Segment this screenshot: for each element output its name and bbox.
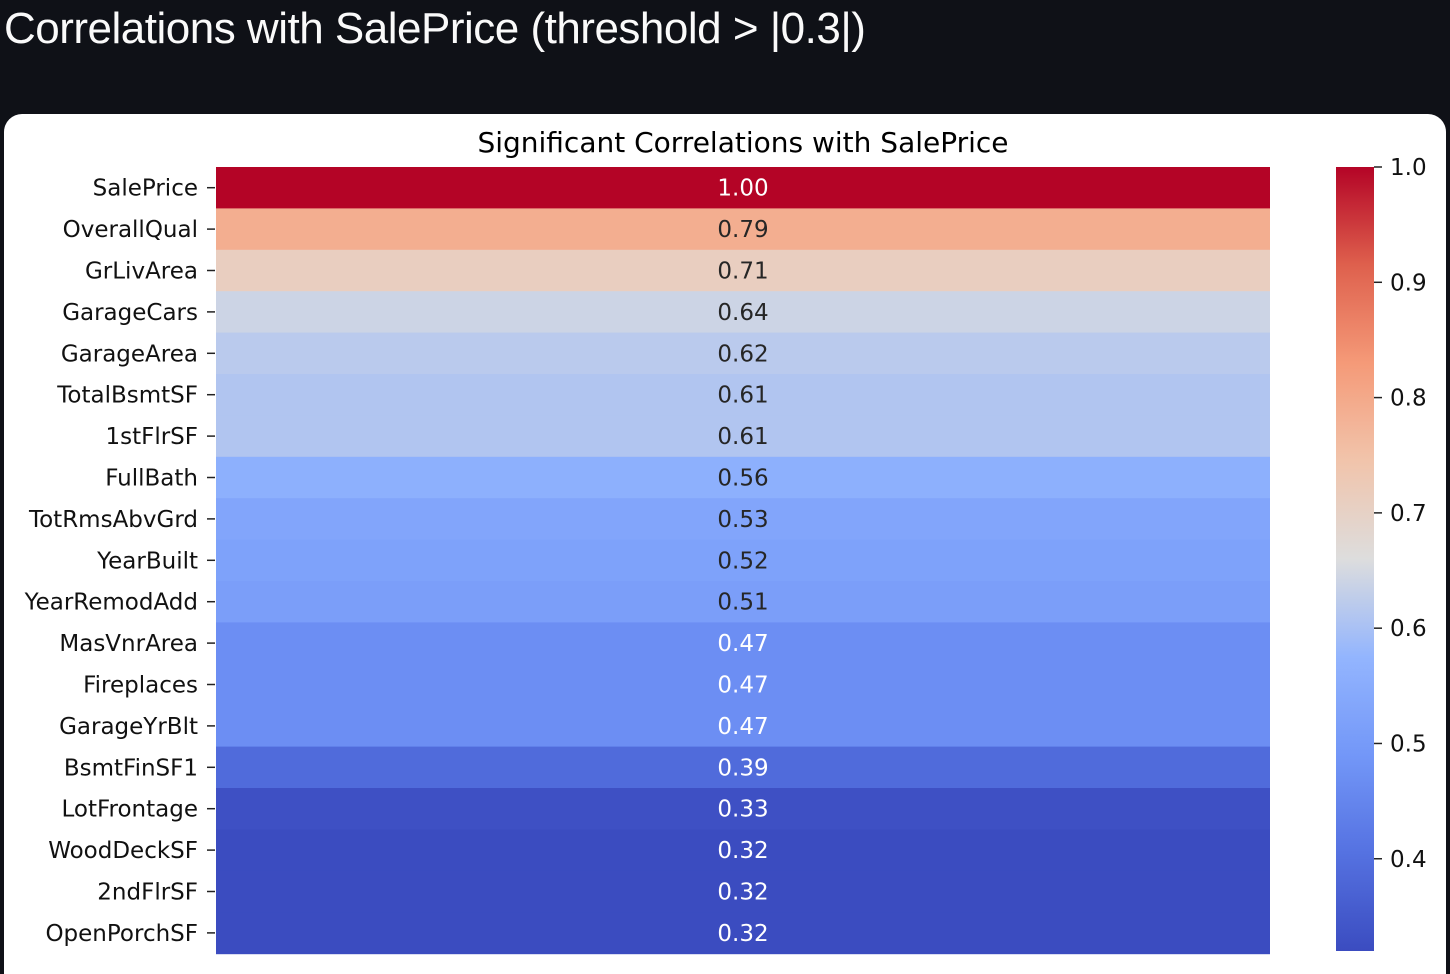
colorbar-tick-label: 0.8	[1390, 386, 1427, 412]
cell-value-label: 0.39	[717, 755, 768, 781]
heatmap-cell-TotRmsAbvGrd	[216, 498, 1270, 541]
colorbar-tick-label: 0.5	[1390, 731, 1427, 757]
y-tick-label: GarageCars	[62, 300, 198, 326]
cell-value-label: 0.71	[717, 259, 768, 285]
cell-value-label: 0.32	[717, 838, 768, 864]
cell-value-label: 0.61	[717, 383, 768, 409]
heatmap-cell-OpenPorchSF	[216, 912, 1270, 955]
y-tick-label: BsmtFinSF1	[64, 755, 198, 781]
cell-value-label: 0.53	[717, 507, 768, 533]
y-tick-label: MasVnrArea	[59, 631, 198, 657]
heatmap-chart: Significant Correlations with SalePrice …	[24, 126, 1427, 955]
cell-value-label: 0.64	[717, 300, 768, 326]
page-title: Correlations with SalePrice (threshold >…	[4, 4, 866, 53]
cell-value-label: 0.47	[717, 673, 768, 699]
colorbar-tick-label: 1.0	[1390, 155, 1427, 181]
heatmap-cell-YearBuilt	[216, 539, 1270, 582]
y-tick-label: WoodDeckSF	[48, 838, 198, 864]
cell-value-label: 0.47	[717, 631, 768, 657]
heatmap-cell-MasVnrArea	[216, 622, 1270, 665]
y-tick-label: SalePrice	[93, 176, 198, 202]
y-tick-label: OpenPorchSF	[45, 921, 198, 947]
chart-title: Significant Correlations with SalePrice	[477, 126, 1008, 159]
y-tick-label: GarageYrBlt	[59, 714, 198, 740]
y-tick-label: GarageArea	[61, 341, 198, 367]
cell-value-label: 0.51	[717, 590, 768, 616]
cell-value-label: 0.56	[717, 466, 768, 492]
y-tick-label: YearRemodAdd	[24, 590, 198, 616]
cell-value-label: 0.61	[717, 424, 768, 450]
colorbar-tick-label: 0.4	[1390, 847, 1427, 873]
cell-value-label: 0.32	[717, 921, 768, 947]
heatmap-cell-Fireplaces	[216, 663, 1270, 706]
cell-value-label: 0.47	[717, 714, 768, 740]
y-tick-label: 2ndFlrSF	[97, 880, 198, 906]
y-tick-label: YearBuilt	[96, 548, 198, 574]
colorbar-tick-label: 0.6	[1390, 616, 1427, 642]
heatmap-cell-SalePrice	[216, 167, 1270, 209]
heatmap-cell-BsmtFinSF1	[216, 746, 1270, 789]
cell-value-label: 0.33	[717, 797, 768, 823]
heatmap-cell-2ndFlrSF	[216, 870, 1270, 913]
y-tick-label: Fireplaces	[83, 673, 198, 699]
heatmap-cells: 1.00 0.79 0.71 0.64 0.62 0.61 0.61 0.56 0.53 0.52…	[216, 167, 1270, 955]
cell-value-label: 0.52	[717, 548, 768, 574]
y-tick-label: LotFrontage	[61, 797, 198, 823]
heatmap-cell-LotFrontage	[216, 788, 1270, 830]
heatmap-cell-YearRemodAdd	[216, 581, 1270, 623]
y-tick-label: OverallQual	[63, 217, 198, 243]
cell-value-label: 1.00	[717, 176, 768, 202]
heatmap-cell-GarageArea	[216, 332, 1270, 375]
heatmap-cell-TotalBsmtSF	[216, 374, 1270, 416]
y-tick-label: TotRmsAbvGrd	[28, 507, 198, 533]
colorbar: 1.0 0.9 0.8 0.7 0.6 0.5 0.4	[1336, 155, 1427, 951]
cell-value-label: 0.62	[717, 341, 768, 367]
heatmap-cell-GarageYrBlt	[216, 705, 1270, 748]
y-tick-label: TotalBsmtSF	[56, 383, 198, 409]
y-tick-label: 1stFlrSF	[105, 424, 198, 450]
y-axis-labels: SalePrice OverallQual GrLivArea GarageCars G…	[24, 176, 215, 947]
heatmap-cell-OverallQual	[216, 208, 1270, 251]
colorbar-gradient	[1336, 167, 1374, 951]
heatmap-cell-WoodDeckSF	[216, 829, 1270, 872]
colorbar-tick-label: 0.9	[1390, 270, 1427, 296]
heatmap-cell-GarageCars	[216, 291, 1270, 334]
y-tick-label: FullBath	[105, 466, 198, 492]
heatmap-cell-GrLivArea	[216, 249, 1270, 292]
cell-value-label: 0.79	[717, 217, 768, 243]
heatmap-cell-FullBath	[216, 456, 1270, 499]
colorbar-tick-label: 0.7	[1390, 501, 1427, 527]
cell-value-label: 0.32	[717, 880, 768, 906]
heatmap-cell-1stFlrSF	[216, 415, 1270, 458]
chart-figure: Significant Correlations with SalePrice …	[4, 114, 1446, 974]
y-tick-label: GrLivArea	[85, 259, 198, 285]
